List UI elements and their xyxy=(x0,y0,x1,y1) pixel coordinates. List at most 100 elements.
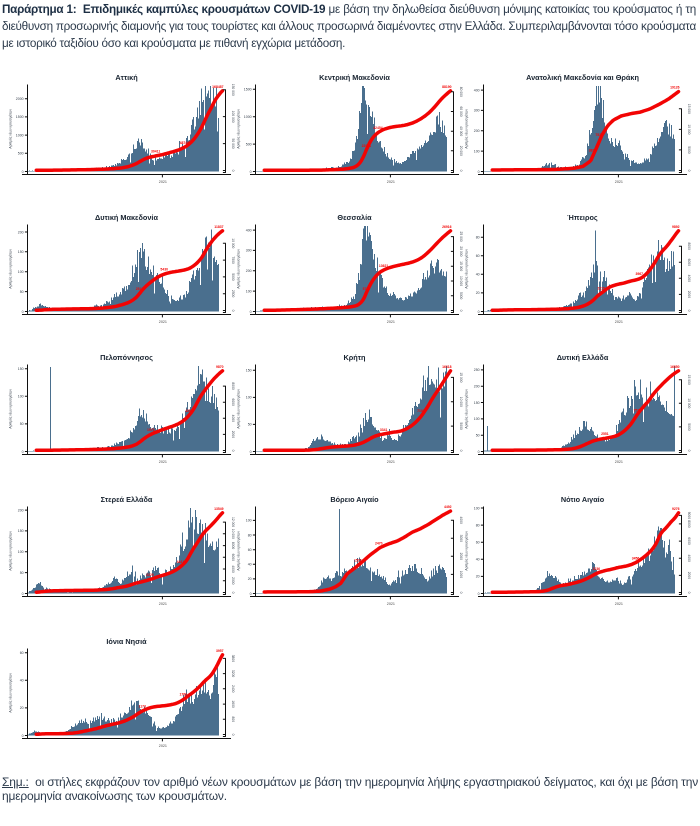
svg-text:8000: 8000 xyxy=(231,382,235,390)
svg-text:2021: 2021 xyxy=(387,602,395,606)
svg-text:5000: 5000 xyxy=(687,146,691,154)
svg-text:Ήπειρος: Ήπειρος xyxy=(567,213,598,222)
svg-text:100 000: 100 000 xyxy=(231,111,235,123)
svg-text:3456: 3456 xyxy=(632,557,640,561)
svg-text:20 000: 20 000 xyxy=(459,146,463,156)
svg-text:Αριθμός νέων κρουσμάτων: Αριθμός νέων κρουσμάτων xyxy=(464,249,468,289)
svg-text:2000: 2000 xyxy=(231,577,235,585)
svg-text:Κρήτη: Κρήτη xyxy=(344,353,366,362)
svg-text:10 000: 10 000 xyxy=(231,238,235,248)
svg-text:2000: 2000 xyxy=(459,553,463,561)
svg-text:7522: 7522 xyxy=(595,133,603,137)
svg-text:0: 0 xyxy=(22,734,24,738)
svg-text:500: 500 xyxy=(18,152,24,156)
svg-text:Αττική: Αττική xyxy=(115,73,137,82)
svg-text:Αριθμός νέων κρουσμάτων: Αριθμός νέων κρουσμάτων xyxy=(236,389,240,429)
svg-text:40: 40 xyxy=(248,563,252,567)
svg-text:2021: 2021 xyxy=(159,602,167,606)
svg-text:1527: 1527 xyxy=(354,559,362,563)
svg-text:2400: 2400 xyxy=(231,685,235,693)
svg-text:150: 150 xyxy=(18,250,24,254)
svg-text:50: 50 xyxy=(248,423,252,427)
svg-text:8000: 8000 xyxy=(687,243,691,251)
svg-text:300: 300 xyxy=(246,249,252,253)
svg-text:60 000: 60 000 xyxy=(459,106,463,116)
svg-text:0: 0 xyxy=(478,592,480,596)
svg-text:20 000: 20 000 xyxy=(459,246,463,256)
svg-text:250: 250 xyxy=(474,368,480,372)
svg-text:19126: 19126 xyxy=(670,86,680,90)
svg-text:40: 40 xyxy=(20,679,24,683)
svg-text:4351: 4351 xyxy=(185,409,193,413)
svg-text:48746: 48746 xyxy=(180,141,190,145)
svg-text:Αριθμός νέων κρουσμάτων: Αριθμός νέων κρουσμάτων xyxy=(236,249,240,289)
svg-text:50: 50 xyxy=(20,422,24,426)
svg-text:2021: 2021 xyxy=(159,460,167,464)
svg-text:Αριθμός νέων κρουσμάτων: Αριθμός νέων κρουσμάτων xyxy=(8,249,12,289)
svg-text:Δυτική Μακεδονία: Δυτική Μακεδονία xyxy=(95,213,158,222)
svg-text:50: 50 xyxy=(20,571,24,575)
svg-text:60: 60 xyxy=(20,651,24,655)
svg-text:200: 200 xyxy=(474,385,480,389)
svg-text:2000: 2000 xyxy=(687,291,691,299)
svg-text:2021: 2021 xyxy=(615,180,623,184)
svg-text:200: 200 xyxy=(474,129,480,133)
svg-text:5430: 5430 xyxy=(160,268,168,272)
svg-text:80: 80 xyxy=(248,533,252,537)
svg-text:Αριθμός νέων κρουσμάτων: Αριθμός νέων κρουσμάτων xyxy=(8,389,12,429)
svg-text:2021: 2021 xyxy=(615,460,623,464)
svg-text:Αριθμός νέων κρουσμάτων: Αριθμός νέων κρουσμάτων xyxy=(8,673,12,713)
svg-text:4000: 4000 xyxy=(459,517,463,525)
svg-text:7519: 7519 xyxy=(634,409,642,413)
svg-text:500: 500 xyxy=(246,142,252,146)
svg-text:6000: 6000 xyxy=(231,554,235,562)
svg-text:200: 200 xyxy=(18,508,24,512)
svg-text:50: 50 xyxy=(20,290,24,294)
svg-text:0: 0 xyxy=(231,170,235,172)
svg-text:300: 300 xyxy=(474,109,480,113)
svg-text:0: 0 xyxy=(250,450,252,454)
svg-text:0: 0 xyxy=(250,592,252,596)
svg-text:9870: 9870 xyxy=(216,365,224,369)
svg-text:0: 0 xyxy=(22,310,24,314)
svg-text:0: 0 xyxy=(250,170,252,174)
svg-text:Πελοπόννησος: Πελοπόννησος xyxy=(100,353,153,362)
svg-text:800: 800 xyxy=(231,717,235,723)
svg-text:50: 50 xyxy=(476,434,480,438)
svg-text:60: 60 xyxy=(476,541,480,545)
svg-text:10 000: 10 000 xyxy=(459,397,463,407)
svg-text:400: 400 xyxy=(246,228,252,232)
svg-text:100: 100 xyxy=(474,417,480,421)
svg-text:20: 20 xyxy=(476,575,480,579)
svg-text:30411: 30411 xyxy=(151,150,160,154)
svg-text:Αριθμός νέων κρουσμάτων: Αριθμός νέων κρουσμάτων xyxy=(464,109,468,149)
svg-text:60: 60 xyxy=(248,548,252,552)
svg-text:1000: 1000 xyxy=(459,571,463,579)
svg-text:400: 400 xyxy=(474,88,480,92)
svg-text:40: 40 xyxy=(476,558,480,562)
svg-text:0: 0 xyxy=(22,450,24,454)
svg-text:150: 150 xyxy=(18,367,24,371)
svg-text:0: 0 xyxy=(459,592,463,594)
svg-text:1000: 1000 xyxy=(16,133,24,137)
svg-text:5739: 5739 xyxy=(363,287,371,291)
svg-text:16850: 16850 xyxy=(670,365,680,369)
svg-text:80: 80 xyxy=(476,236,480,240)
svg-text:1000: 1000 xyxy=(244,115,252,119)
svg-text:1173: 1173 xyxy=(139,705,146,709)
svg-text:2511: 2511 xyxy=(136,287,143,291)
svg-text:100: 100 xyxy=(246,519,252,523)
svg-text:0: 0 xyxy=(687,310,691,312)
svg-text:20: 20 xyxy=(476,291,480,295)
svg-text:200: 200 xyxy=(18,230,24,234)
svg-text:15 000: 15 000 xyxy=(459,261,463,271)
svg-text:4000: 4000 xyxy=(687,555,691,563)
svg-text:3200: 3200 xyxy=(231,670,235,678)
svg-text:3825: 3825 xyxy=(589,148,597,152)
svg-text:150: 150 xyxy=(18,529,24,533)
svg-text:Αριθμός νέων κρουσμάτων: Αριθμός νέων κρουσμάτων xyxy=(8,531,12,571)
svg-text:7500: 7500 xyxy=(231,256,235,264)
svg-text:6000: 6000 xyxy=(231,399,235,407)
svg-text:150: 150 xyxy=(474,401,480,405)
svg-text:1976: 1976 xyxy=(147,428,155,432)
